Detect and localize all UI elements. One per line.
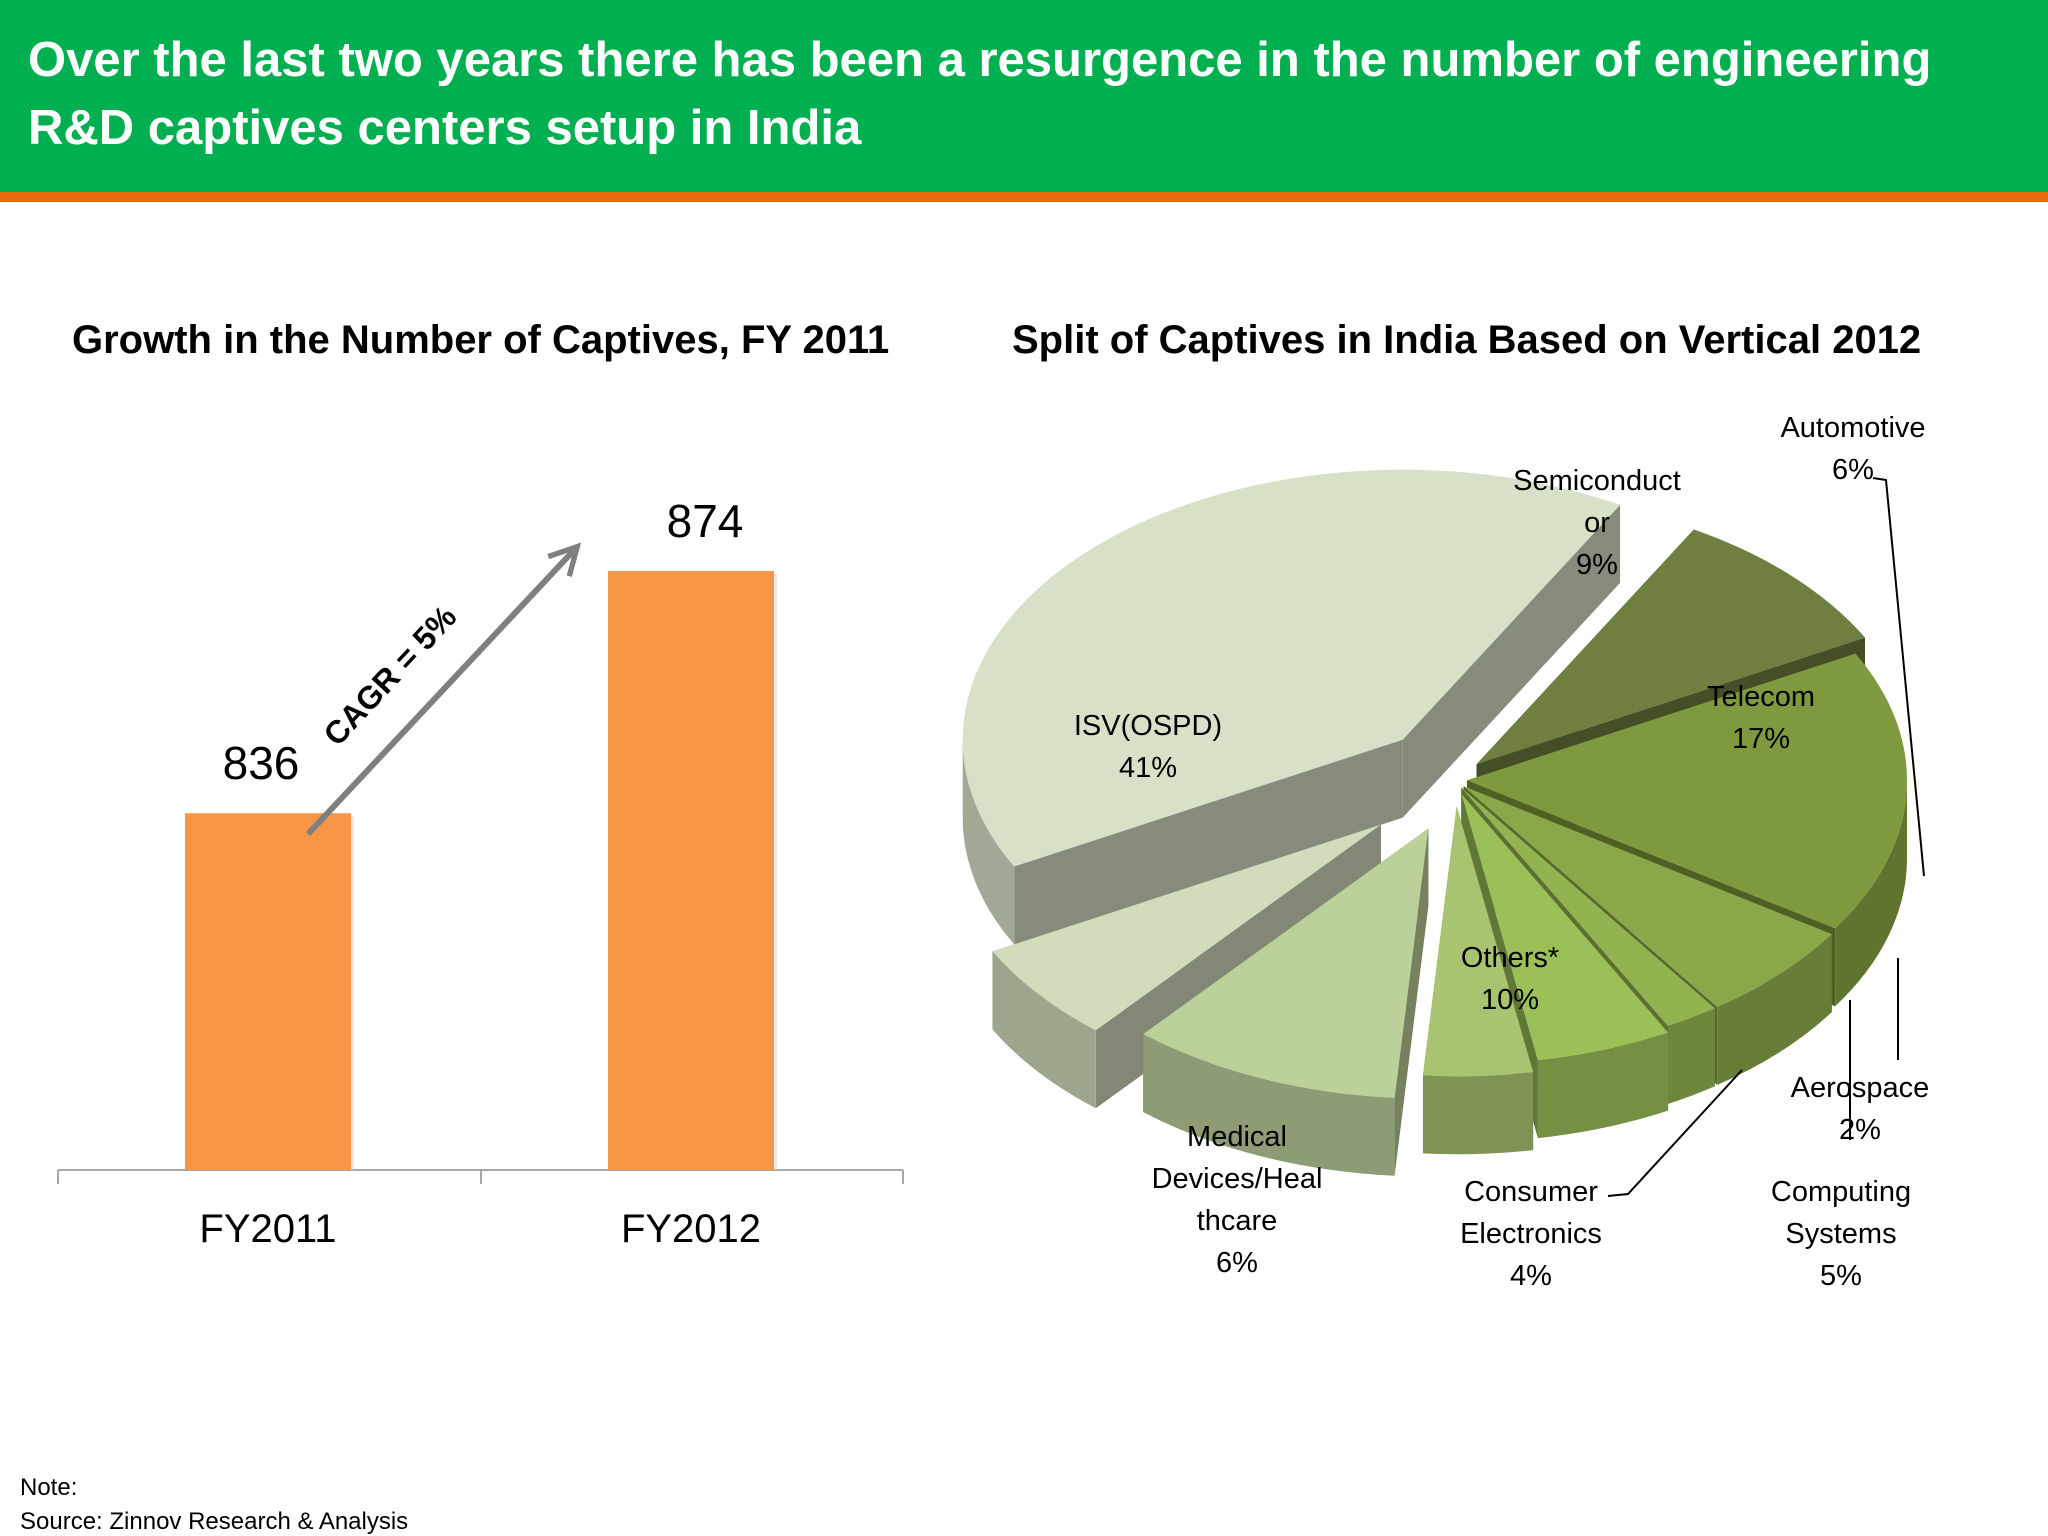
pie-label-telecom: Telecom (1707, 681, 1815, 713)
slice-outer-wall (1717, 934, 1832, 1085)
slice-top (1476, 529, 1866, 765)
pie-label-telecom: 17% (1732, 723, 1790, 755)
pie-slice-consumer-electronics (1422, 806, 1534, 1155)
leader-line (1607, 1069, 1743, 1197)
cagr-arrow (305, 548, 576, 837)
slice-top (1461, 794, 1669, 1061)
slice-outer-wall (992, 951, 1096, 1109)
pie-label-consumer: Electronics (1460, 1218, 1602, 1250)
pie-slice-others (1143, 828, 1429, 1176)
pie-chart (962, 469, 1907, 1176)
slice-top (1422, 806, 1534, 1077)
pie-label-others: 10% (1481, 984, 1539, 1016)
leader-line (1872, 477, 1925, 877)
slice-outer-wall (962, 739, 1015, 945)
pie-label-isv: 41% (1119, 752, 1177, 784)
pie-label-auto: Automotive (1780, 412, 1925, 444)
slice-top (1463, 786, 1832, 1007)
pie-label-computing: 5% (1820, 1260, 1862, 1292)
header-bar: Over the last two years there has been a… (0, 0, 2048, 202)
slice-outer-wall (1143, 1034, 1395, 1176)
slice-top (1143, 828, 1429, 1098)
slice-side (1014, 739, 1403, 945)
pie-label-computing: Systems (1785, 1218, 1896, 1250)
pie-slice-isv-ospd (962, 469, 1621, 945)
pie-label-semi: 9% (1576, 549, 1618, 581)
bar-value-label: 836 (223, 737, 300, 789)
slide-title: Over the last two years there has been a… (28, 33, 1932, 155)
pie-label-consumer: Consumer (1464, 1176, 1598, 1208)
bar-fy2012 (608, 571, 774, 1170)
pie-label-medical: 6% (1216, 1247, 1258, 1279)
bar-value-label: 874 (667, 495, 744, 547)
footer-note: Note: (20, 1474, 78, 1501)
slice-side (1402, 504, 1621, 818)
pie-label-aero: Aerospace (1791, 1072, 1930, 1104)
slice-top (962, 469, 1621, 867)
pie-label-medical: thcare (1197, 1205, 1278, 1237)
pie-label-others: Others* (1461, 942, 1559, 974)
pie-label-computing: Computing (1771, 1176, 1911, 1208)
pie-label-aero: 2% (1839, 1114, 1881, 1146)
slice-outer-wall (1537, 1032, 1669, 1139)
x-tick-label: FY2012 (621, 1207, 761, 1251)
slice-outer-wall (1422, 1072, 1534, 1155)
pie-label-semi: Semiconduct (1513, 465, 1681, 497)
bar-fy2011 (185, 813, 351, 1170)
slice-top (1466, 653, 1907, 929)
pie-label-consumer: 4% (1510, 1260, 1552, 1292)
footer-source: Source: Zinnov Research & Analysis (20, 1508, 409, 1535)
pie-label-auto: 6% (1832, 454, 1874, 486)
pie-labels: ISV(OSPD) 41% Semiconduct or 9% Automotive 6% T… (1074, 412, 1929, 1292)
slice-top (992, 824, 1381, 1031)
slice-outer-wall (1667, 1008, 1715, 1105)
pie-chart-title: Split of Captives in India Based on Vert… (1012, 318, 1922, 362)
pie-label-medical: Devices/Heal (1152, 1163, 1323, 1195)
pie-label-semi: or (1584, 507, 1610, 539)
pie-label-medical: Medical (1187, 1121, 1287, 1153)
slice-side (1394, 828, 1429, 1176)
bar-chart: 836 FY2011 874 FY2012 CAGR = 5% (57, 495, 904, 1251)
x-tick-label: FY2011 (199, 1207, 336, 1251)
pie-label-isv: ISV(OSPD) (1074, 710, 1222, 742)
slice-top (1461, 787, 1715, 1027)
slice-outer-wall (1835, 780, 1907, 1007)
cagr-annotation: CAGR = 5% (316, 599, 463, 753)
bar-chart-title: Growth in the Number of Captives, FY 201… (72, 318, 890, 362)
